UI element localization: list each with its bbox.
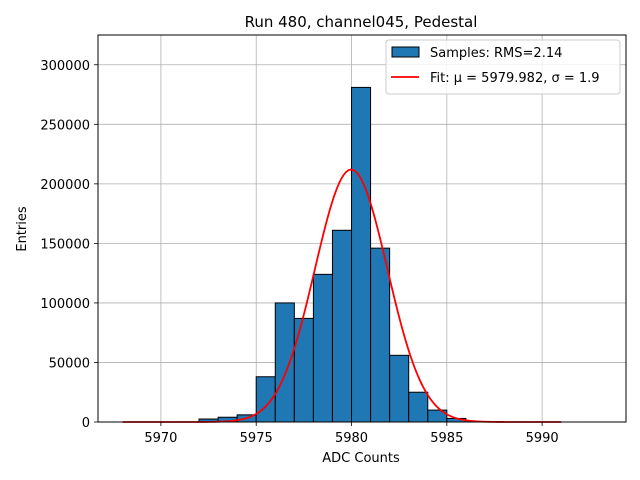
histogram-bar	[370, 247, 391, 423]
chart-title: Run 480, channel045, Pedestal	[245, 13, 478, 31]
histogram-bars	[198, 86, 467, 423]
histogram-bar	[293, 317, 314, 423]
legend: Samples: RMS=2.14 Fit: μ = 5979.982, σ =…	[385, 39, 621, 95]
y-tick-label: 200000	[40, 178, 90, 193]
x-tick-label: 5970	[144, 431, 177, 446]
x-tick-label: 5990	[526, 431, 559, 446]
y-tick-label: 250000	[40, 118, 90, 133]
legend-box	[385, 39, 621, 95]
histogram-bar	[408, 391, 429, 423]
legend-histogram-swatch	[391, 46, 420, 58]
plot-frame	[97, 34, 627, 423]
histogram-bar	[331, 229, 353, 423]
histogram-bar	[312, 273, 333, 423]
legend-histogram-label: Samples: RMS=2.14	[430, 46, 562, 61]
x-tick-label: 5980	[335, 431, 368, 446]
axis-ticks: 5970 5975 5980 5985 5990 0 50000 100000 150000 20…	[40, 59, 558, 446]
legend-fit-label: Fit: μ = 5979.982, σ = 1.9	[430, 71, 600, 86]
histogram-bar	[351, 86, 372, 423]
x-tick-label: 5985	[430, 431, 463, 446]
histogram-bar	[389, 354, 410, 423]
x-tick-label: 5975	[240, 431, 273, 446]
y-tick-label: 0	[82, 416, 90, 431]
y-tick-label: 100000	[40, 297, 90, 312]
histogram-bar	[274, 302, 295, 423]
y-tick-label: 150000	[40, 237, 90, 252]
y-tick-label: 300000	[40, 59, 90, 74]
y-axis-title: Entries	[15, 206, 30, 252]
x-axis-title: ADC Counts	[322, 451, 400, 466]
y-tick-label: 50000	[49, 356, 90, 371]
